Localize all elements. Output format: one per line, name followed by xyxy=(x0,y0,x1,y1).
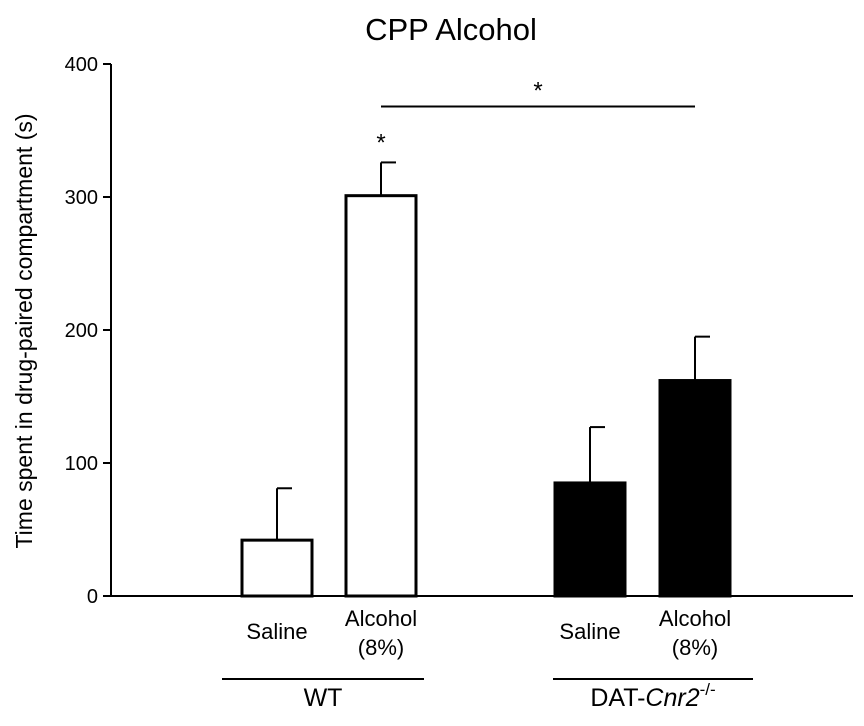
bar xyxy=(240,538,314,598)
bar-significance-star: * xyxy=(376,129,385,156)
group-label: DAT-Cnr2-/- xyxy=(590,680,715,712)
chart-title: CPP Alcohol xyxy=(365,12,537,47)
y-tick-label: 400 xyxy=(65,54,98,76)
x-tick-label: Saline xyxy=(246,619,307,644)
x-tick-label: Saline xyxy=(559,619,620,644)
significance-annotations: * xyxy=(381,78,695,108)
y-axis-label: Time spent in drug-paired compartment (s… xyxy=(11,113,37,548)
bar xyxy=(553,481,627,598)
bar xyxy=(344,194,418,598)
y-axis: 0 100 200 300 400 xyxy=(65,54,112,608)
y-tick-label: 200 xyxy=(65,320,98,342)
bar xyxy=(658,379,732,598)
significance-star: * xyxy=(533,78,542,105)
group-label: WT xyxy=(304,684,343,712)
group-labels: WT DAT-Cnr2-/- xyxy=(222,678,753,712)
x-tick-label: Alcohol (8%) xyxy=(345,606,417,660)
x-tick-labels: Saline Alcohol (8%) Saline Alcohol (8%) xyxy=(246,606,731,660)
error-bars: * xyxy=(276,129,710,541)
y-tick-label: 300 xyxy=(65,187,98,209)
y-tick-label: 0 xyxy=(87,586,98,608)
x-tick-label: Alcohol (8%) xyxy=(659,606,731,660)
bars xyxy=(240,194,732,598)
y-tick-label: 100 xyxy=(65,453,98,475)
